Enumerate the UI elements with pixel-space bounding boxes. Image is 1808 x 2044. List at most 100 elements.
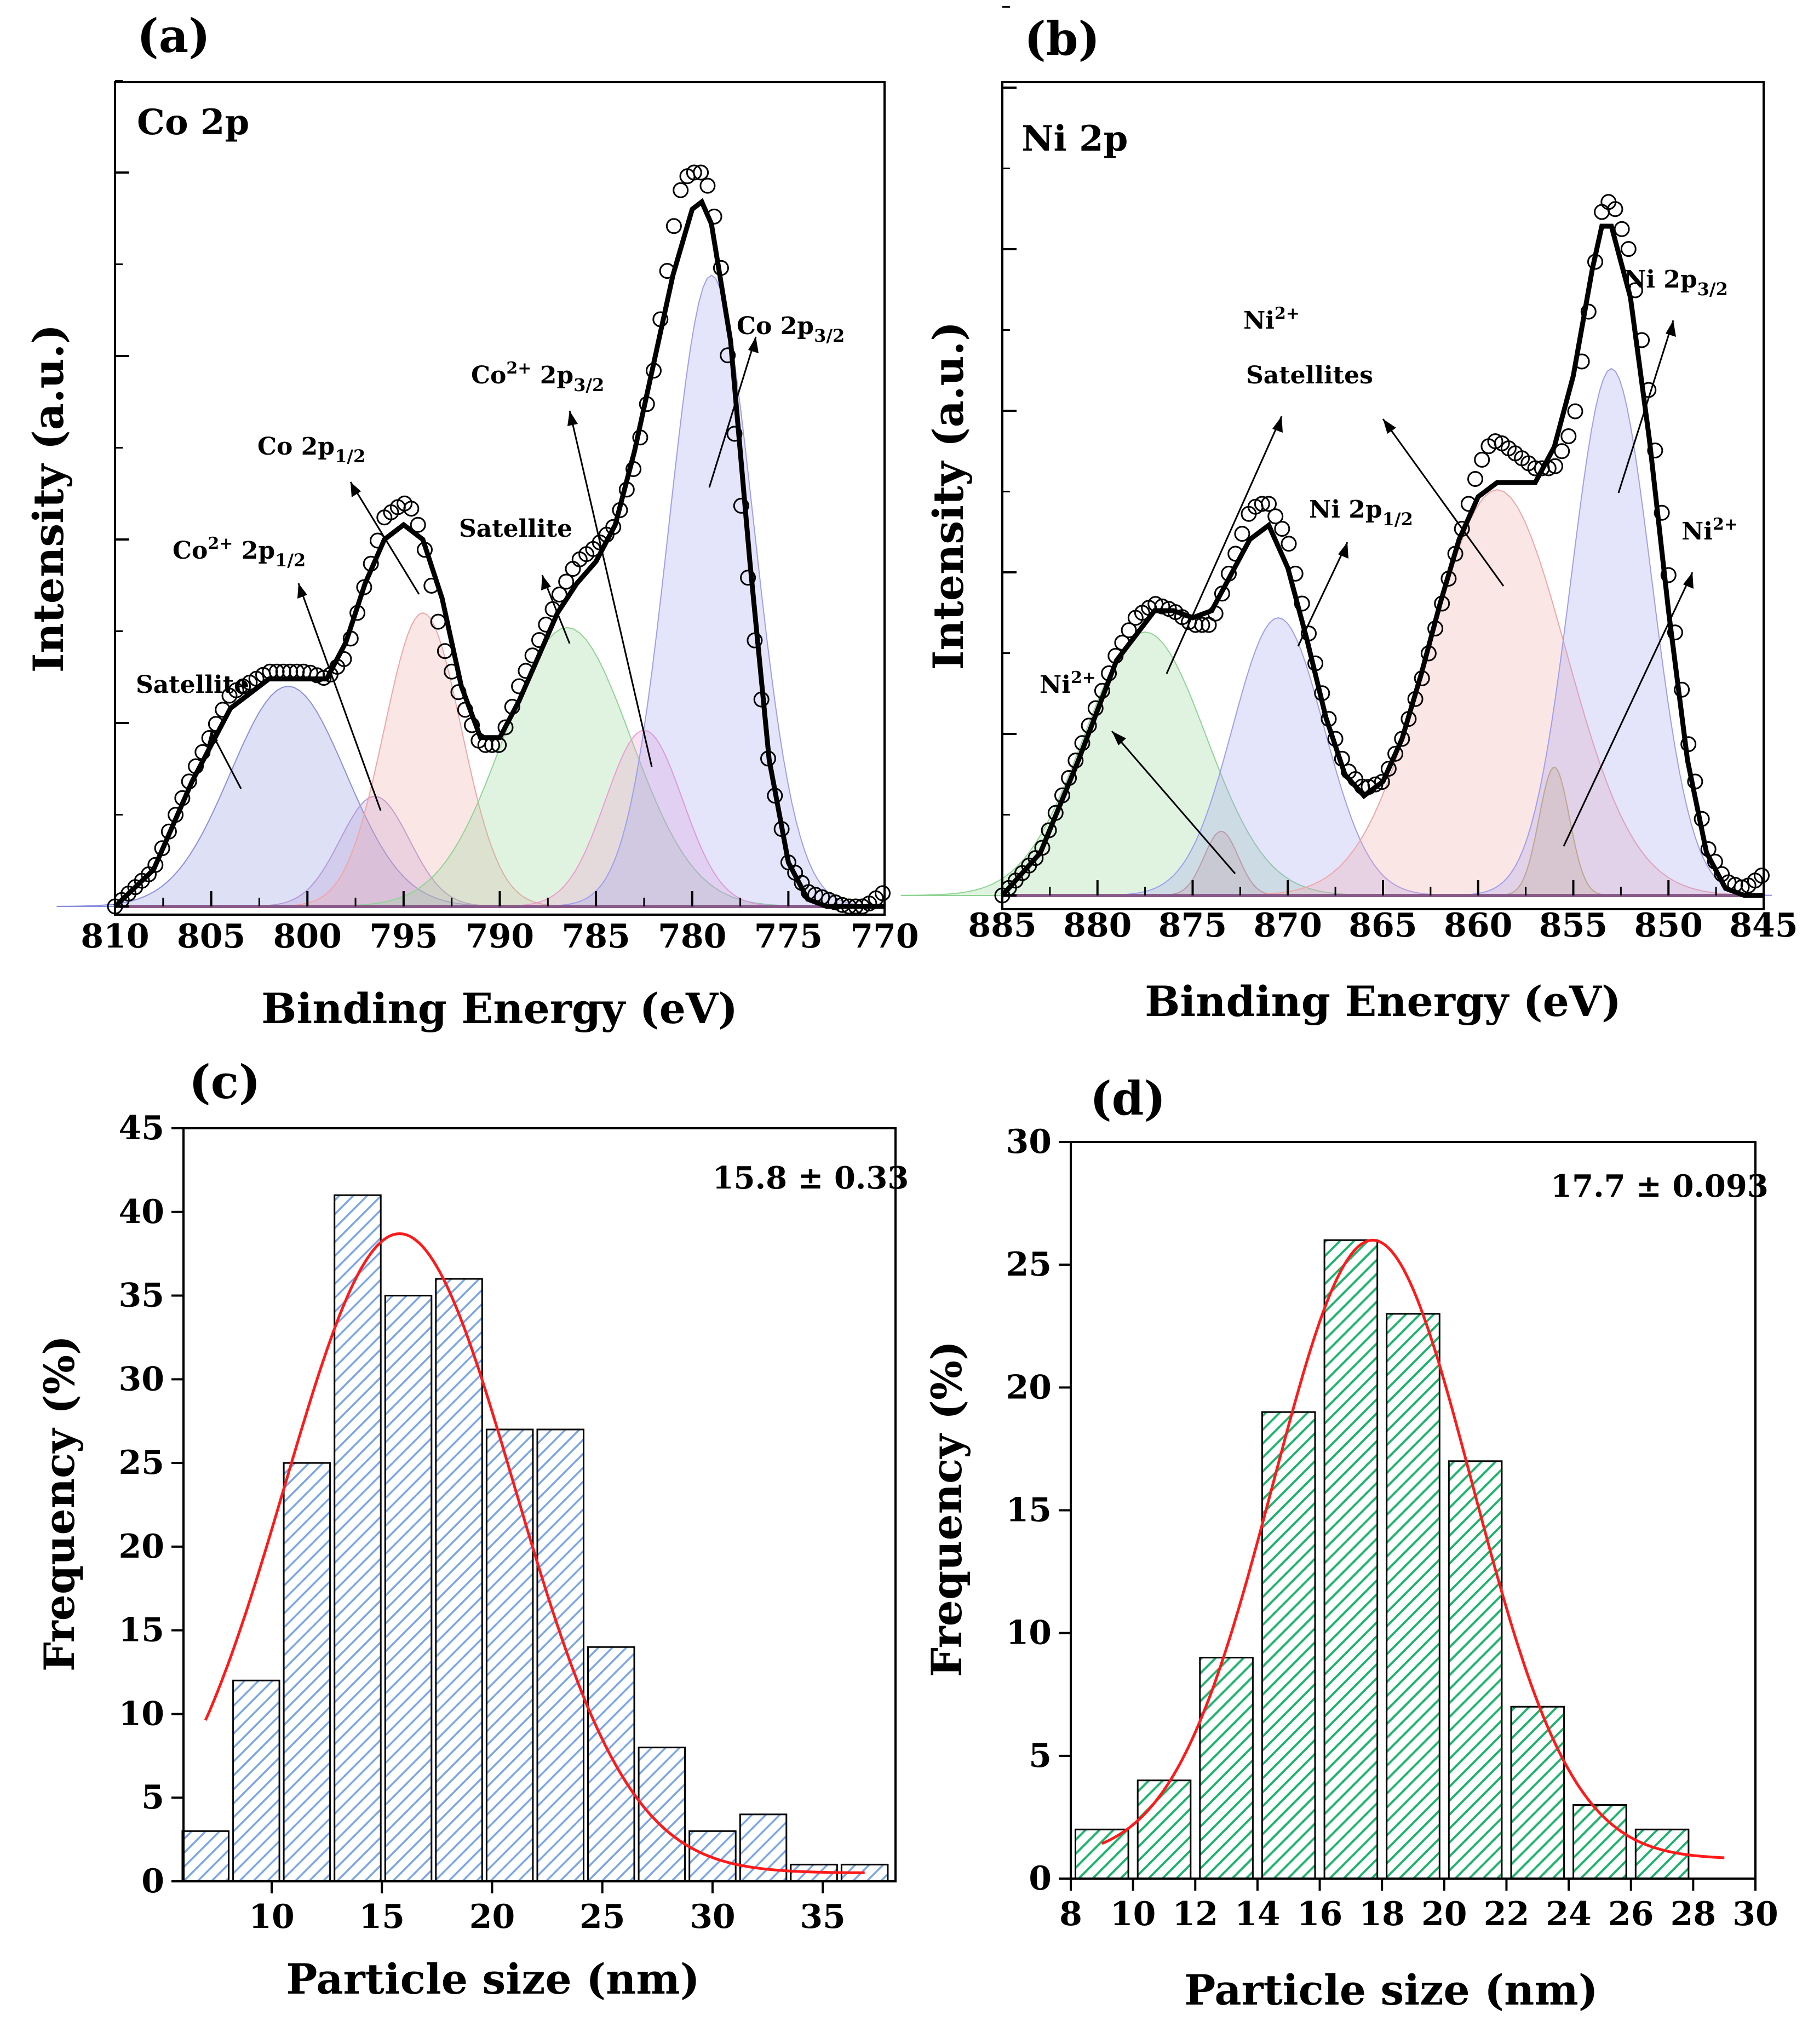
b-point-30 — [1194, 617, 1210, 633]
b-point-8 — [1047, 805, 1064, 821]
d-xtick-label-12: 12 — [1173, 1895, 1219, 1933]
c-bars — [181, 1194, 889, 1882]
a-point-74 — [605, 519, 622, 535]
b-point-55 — [1361, 779, 1377, 795]
a-point-11 — [181, 773, 197, 790]
b-fit-envelope — [1000, 223, 1764, 898]
b-plot-frame — [1001, 81, 1765, 910]
a-point-48 — [430, 613, 446, 630]
d-bar-4 — [1323, 1239, 1379, 1880]
a-point-50 — [444, 663, 460, 680]
a-point-82 — [659, 263, 675, 279]
b-point-85 — [1560, 428, 1577, 444]
b-point-60 — [1394, 731, 1410, 747]
c-bar-4 — [384, 1295, 433, 1882]
d-bar-0 — [1075, 1828, 1129, 1880]
c-xtick-label-15: 15 — [359, 1898, 405, 1936]
d-bar-3 — [1261, 1411, 1316, 1880]
b-point-35 — [1227, 546, 1244, 562]
a-point-56 — [484, 737, 500, 753]
b-point-71 — [1467, 471, 1483, 487]
a-peak-2 — [268, 612, 577, 907]
b-point-88 — [1580, 303, 1597, 320]
a-label-satellite1: Satellite — [136, 671, 249, 699]
a-xtick-label-790: 790 — [466, 917, 534, 956]
b-point-42 — [1274, 521, 1290, 537]
b-point-34 — [1221, 565, 1237, 582]
c-xtick-label-20: 20 — [469, 1898, 515, 1936]
b-point-14 — [1087, 700, 1104, 716]
c-ytick-label-15: 15 — [119, 1611, 165, 1650]
a-point-29 — [302, 664, 318, 681]
b-xtick-label-845: 845 — [1729, 906, 1798, 945]
b-point-6 — [1034, 840, 1051, 856]
c-xtick-label-10: 10 — [249, 1898, 295, 1936]
b-y-axis-title: Intensity (a.u.) — [924, 321, 973, 670]
b-arrow-ni2-left — [1111, 731, 1236, 874]
d-y-axis-title: Frequency (%) — [922, 1341, 971, 1677]
b-arrow-ni-2p32 — [1617, 320, 1674, 493]
b-point-66 — [1434, 595, 1450, 612]
b-arrow-ni2-right — [1563, 572, 1694, 847]
a-point-97 — [760, 750, 776, 767]
a-point-37 — [356, 579, 372, 595]
a-label-satellite2: Satellite — [459, 515, 572, 543]
b-xtick-label-860: 860 — [1444, 906, 1512, 945]
c-ytick-label-0: 0 — [141, 1862, 164, 1901]
a-point-68 — [565, 561, 581, 577]
b-point-51 — [1334, 750, 1350, 767]
d-x-axis-title: Particle size (nm) — [1184, 1966, 1598, 2014]
b-label-ni-2p12: Ni 2p1/2 — [1309, 496, 1413, 530]
b-point-74 — [1487, 433, 1503, 450]
a-arrowhead-3 — [351, 482, 361, 497]
b-point-92 — [1607, 201, 1623, 217]
a-point-106 — [820, 892, 837, 908]
b-label-ni2-right: Ni2+ — [1681, 515, 1738, 546]
a-point-35 — [342, 630, 359, 647]
a-point-12 — [188, 758, 204, 774]
b-point-89 — [1587, 254, 1603, 270]
d-bar-5 — [1386, 1313, 1440, 1880]
c-ytick-label-25: 25 — [119, 1444, 165, 1482]
a-point-67 — [558, 573, 575, 590]
a-peak-5 — [541, 274, 881, 907]
d-xtick-label-16: 16 — [1297, 1895, 1343, 1933]
a-point-77 — [625, 461, 642, 477]
b-point-18 — [1114, 635, 1130, 651]
b-xtick-label-855: 855 — [1539, 906, 1608, 945]
b-point-101 — [1667, 624, 1683, 641]
b-point-67 — [1440, 571, 1457, 587]
b-point-13 — [1081, 717, 1097, 734]
a-point-66 — [551, 587, 567, 602]
b-point-41 — [1267, 508, 1284, 525]
a-xtick-label-780: 780 — [658, 917, 726, 956]
d-ticks: 8 10 12 14 16 18 20 22 24 26 28 30 0 5 10 15 20 25 30 — [1006, 1123, 1778, 1933]
a-point-99 — [773, 821, 790, 837]
d-ytick-label-0: 0 — [1029, 1859, 1052, 1898]
a-point-59 — [504, 699, 520, 715]
a-arrowheads — [207, 337, 759, 746]
c-ytick-label-45: 45 — [119, 1109, 165, 1147]
a-point-36 — [349, 605, 366, 621]
d-xtick-label-10: 10 — [1110, 1895, 1156, 1933]
a-xtick-label-785: 785 — [562, 917, 630, 956]
a-point-96 — [753, 691, 770, 708]
a-arrowhead-2 — [297, 583, 307, 599]
b-xtick-label-870: 870 — [1254, 906, 1322, 945]
a-point-86 — [686, 164, 702, 181]
a-point-6 — [147, 857, 164, 873]
a-arrow-co2-2p32 — [569, 410, 653, 767]
c-ytick-label-5: 5 — [141, 1778, 164, 1817]
c-bar-6 — [485, 1428, 534, 1882]
a-point-87 — [693, 164, 709, 181]
b-point-23 — [1147, 596, 1164, 612]
a-point-60 — [511, 678, 527, 694]
b-point-58 — [1380, 761, 1397, 777]
a-arrow-co-2p12 — [349, 481, 420, 595]
a-point-98 — [767, 788, 783, 804]
b-x-axis-title: Binding Energy (eV) — [1145, 977, 1621, 1026]
b-point-44 — [1287, 565, 1304, 582]
b-point-109 — [1720, 874, 1737, 891]
b-peak-0 — [900, 631, 1390, 896]
a-peak-0 — [56, 685, 520, 907]
